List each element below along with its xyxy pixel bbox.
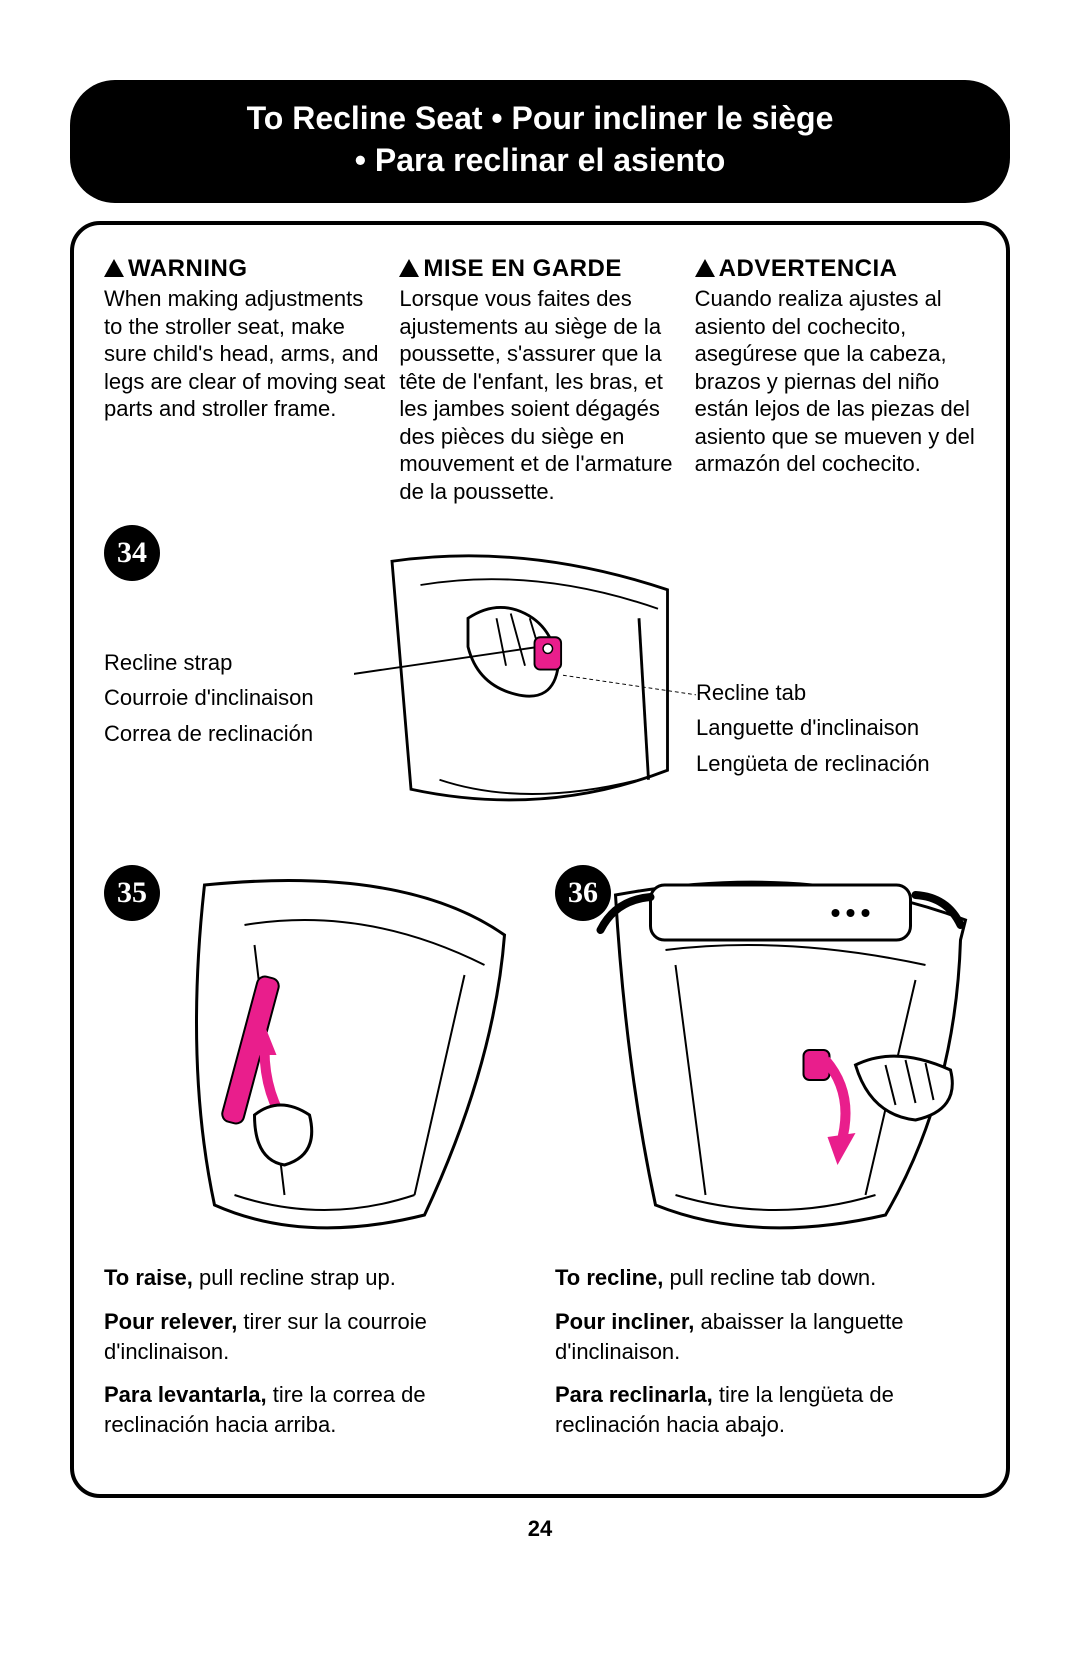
step-36-column: 36 <box>555 865 976 1453</box>
figure-35-box: 35 <box>104 865 525 1245</box>
figure-36-illustration <box>555 865 976 1245</box>
step-36-en-bold: To recline, <box>555 1265 663 1290</box>
warning-en-body: When making adjustments to the stroller … <box>104 285 385 423</box>
recline-tab-label-fr: Languette d'inclinaison <box>696 710 976 745</box>
page-number: 24 <box>70 1516 1010 1542</box>
warnings-row: WARNING When making adjustments to the s… <box>104 255 976 505</box>
step-35-es-bold: Para levantarla, <box>104 1382 267 1407</box>
warning-en-title: WARNING <box>128 255 248 282</box>
step-35-number: 35 <box>117 876 147 910</box>
warning-fr: MISE EN GARDE Lorsque vous faites des aj… <box>399 255 680 505</box>
warning-triangle-icon <box>104 259 124 277</box>
recline-tab-label-es: Lengüeta de reclinación <box>696 746 976 781</box>
recline-tab-label-en: Recline tab <box>696 675 976 710</box>
warning-es-heading: ADVERTENCIA <box>695 255 976 283</box>
title-line1: To Recline Seat • Pour incliner le siège <box>247 100 834 136</box>
recline-strap-label-fr: Courroie d'inclinaison <box>104 680 354 715</box>
figure-36-box: 36 <box>555 865 976 1245</box>
step-36-fr-bold: Pour incliner, <box>555 1309 694 1334</box>
step-35-en-bold: To raise, <box>104 1265 193 1290</box>
warning-triangle-icon <box>399 259 419 277</box>
step-35-en-rest: pull recline strap up. <box>193 1265 396 1290</box>
step-36-en-rest: pull recline tab down. <box>663 1265 876 1290</box>
warning-fr-body: Lorsque vous faites des ajustements au s… <box>399 285 680 505</box>
step-36-instr-fr: Pour incliner, abaisser la languette d'i… <box>555 1307 976 1366</box>
steps-35-36-row: 35 To raise, pull recline strap up. Pour… <box>104 865 976 1453</box>
figure-34 <box>354 525 696 835</box>
step-34-badge-wrapper: 34 <box>104 525 160 581</box>
content-frame: WARNING When making adjustments to the s… <box>70 221 1010 1497</box>
step-badge-35: 35 <box>104 865 160 921</box>
step-badge-34: 34 <box>104 525 160 581</box>
step-35-column: 35 To raise, pull recline strap up. Pour… <box>104 865 525 1453</box>
step-35-instr-fr: Pour relever, tirer sur la courroie d'in… <box>104 1307 525 1366</box>
warning-fr-title: MISE EN GARDE <box>423 255 622 282</box>
recline-strap-label-en: Recline strap <box>104 645 354 680</box>
recline-strap-label-es: Correa de reclinación <box>104 716 354 751</box>
step-35-instr-es: Para levantarla, tire la correa de recli… <box>104 1380 525 1439</box>
step-34-section: 34 Recline strap Courroie d'inclinaison … <box>104 525 976 835</box>
step-36-instr-es: Para reclinarla, tire la lengüeta de rec… <box>555 1380 976 1439</box>
step-36-es-bold: Para reclinarla, <box>555 1382 713 1407</box>
step-35-instr-en: To raise, pull recline strap up. <box>104 1263 525 1293</box>
warning-fr-heading: MISE EN GARDE <box>399 255 680 283</box>
figure-35-illustration <box>104 865 525 1245</box>
warning-en-heading: WARNING <box>104 255 385 283</box>
warning-es-body: Cuando realiza ajustes al asiento del co… <box>695 285 976 478</box>
title-line2: • Para reclinar el asiento <box>355 142 726 178</box>
warning-es: ADVERTENCIA Cuando realiza ajustes al as… <box>695 255 976 505</box>
step-35-fr-bold: Pour relever, <box>104 1309 237 1334</box>
warning-triangle-icon <box>695 259 715 277</box>
figure-34-illustration <box>354 525 696 835</box>
step-34-number: 34 <box>117 536 147 570</box>
step-36-number: 36 <box>568 876 598 910</box>
step-36-instr-en: To recline, pull recline tab down. <box>555 1263 976 1293</box>
warning-es-title: ADVERTENCIA <box>719 255 898 282</box>
warning-en: WARNING When making adjustments to the s… <box>104 255 385 505</box>
step-34-right-labels: Recline tab Languette d'inclinaison Leng… <box>696 525 976 781</box>
step-badge-36: 36 <box>555 865 611 921</box>
section-title-pill: To Recline Seat • Pour incliner le siège… <box>70 80 1010 203</box>
